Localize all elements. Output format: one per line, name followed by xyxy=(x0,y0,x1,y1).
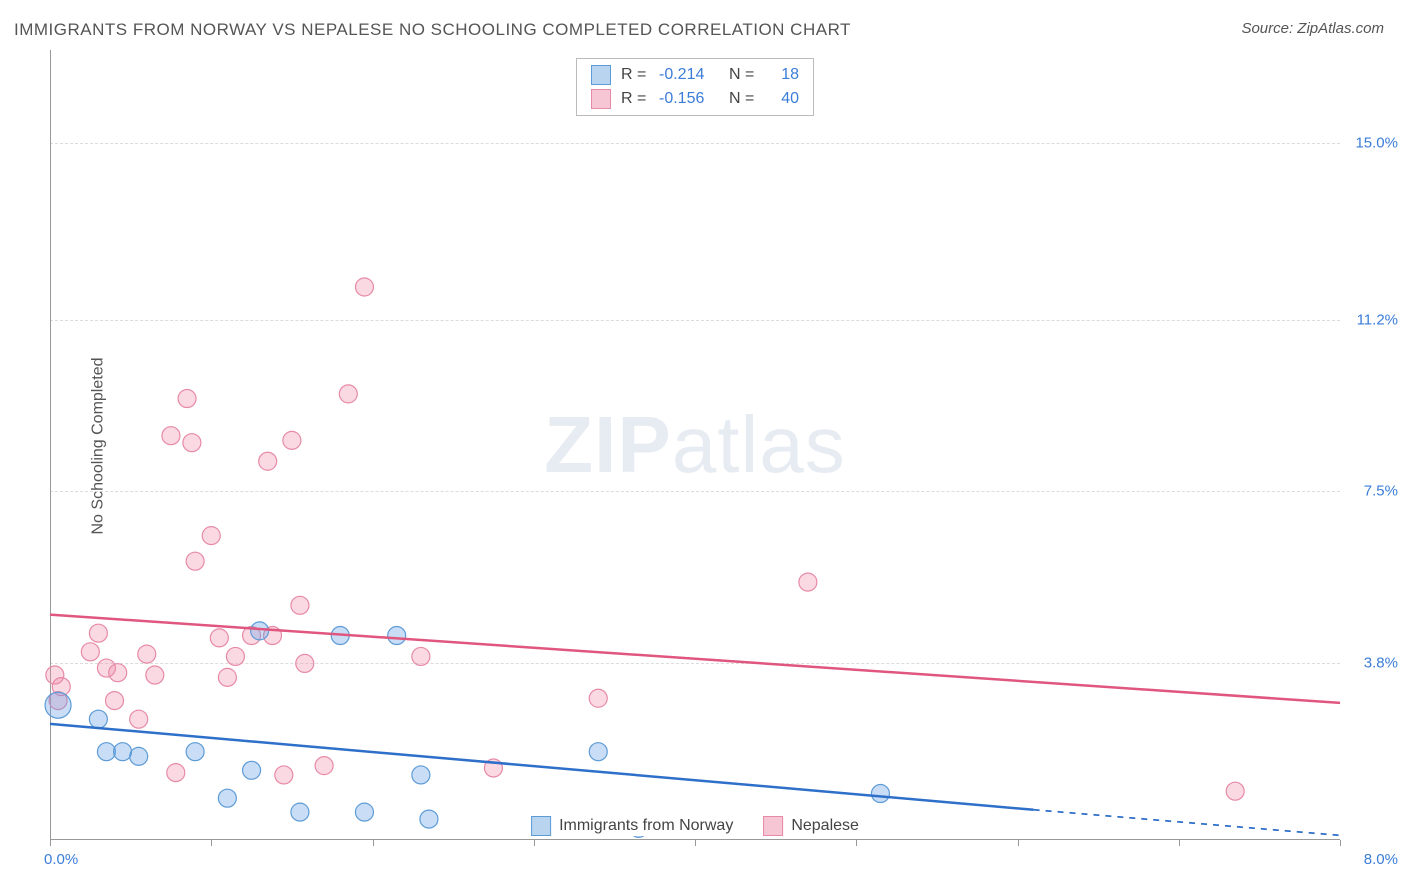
source-credit: Source: ZipAtlas.com xyxy=(1241,20,1384,37)
x-tick-mark xyxy=(1018,840,1019,846)
data-point xyxy=(412,766,430,784)
data-point xyxy=(355,803,373,821)
x-tick-mark xyxy=(534,840,535,846)
x-tick-mark xyxy=(1179,840,1180,846)
data-point xyxy=(339,385,357,403)
legend-label-nepal: Nepalese xyxy=(791,817,859,835)
x-tick-mark xyxy=(50,840,51,846)
data-point xyxy=(130,710,148,728)
x-tick-mark xyxy=(211,840,212,846)
data-point xyxy=(589,689,607,707)
legend-item-norway: Immigrants from Norway xyxy=(531,816,733,836)
data-point xyxy=(89,624,107,642)
y-tick-label: 11.2% xyxy=(1357,311,1398,328)
data-point xyxy=(138,645,156,663)
r-label: R = xyxy=(621,66,649,84)
data-point xyxy=(162,427,180,445)
trend-line-extrapolated xyxy=(1034,810,1340,836)
data-point xyxy=(178,390,196,408)
data-point xyxy=(871,785,889,803)
y-tick-label: 15.0% xyxy=(1355,134,1398,151)
x-tick-max: 8.0% xyxy=(1364,851,1398,868)
x-tick-min: 0.0% xyxy=(44,851,78,868)
data-point xyxy=(291,596,309,614)
x-tick-mark xyxy=(373,840,374,846)
y-tick-label: 3.8% xyxy=(1364,655,1398,672)
data-point xyxy=(186,743,204,761)
n-value-nepal: 40 xyxy=(771,90,799,108)
scatter-svg xyxy=(50,50,1340,840)
r-value-nepal: -0.156 xyxy=(659,90,719,108)
data-point xyxy=(218,668,236,686)
data-point xyxy=(275,766,293,784)
trend-line xyxy=(50,724,1034,810)
data-point xyxy=(130,747,148,765)
r-label: R = xyxy=(621,90,649,108)
data-point xyxy=(186,552,204,570)
legend-label-norway: Immigrants from Norway xyxy=(559,817,733,835)
data-point xyxy=(146,666,164,684)
y-tick-label: 7.5% xyxy=(1364,483,1398,500)
legend-row-nepal: R = -0.156 N = 40 xyxy=(577,87,813,111)
n-value-norway: 18 xyxy=(771,66,799,84)
data-point xyxy=(388,627,406,645)
data-point xyxy=(412,647,430,665)
data-point xyxy=(167,764,185,782)
series-legend: Immigrants from Norway Nepalese xyxy=(521,816,869,836)
swatch-nepal xyxy=(591,89,611,109)
data-point xyxy=(355,278,373,296)
data-point xyxy=(243,761,261,779)
data-point xyxy=(210,629,228,647)
x-tick-mark xyxy=(695,840,696,846)
data-point xyxy=(89,710,107,728)
data-point xyxy=(226,647,244,665)
data-point xyxy=(106,692,124,710)
swatch-norway xyxy=(591,65,611,85)
data-point xyxy=(251,622,269,640)
data-point xyxy=(283,431,301,449)
legend-row-norway: R = -0.214 N = 18 xyxy=(577,63,813,87)
plot-area: ZIPatlas R = -0.214 N = 18 R = -0.156 N … xyxy=(50,50,1340,840)
data-point xyxy=(296,654,314,672)
n-label: N = xyxy=(729,90,761,108)
data-point xyxy=(589,743,607,761)
legend-item-nepal: Nepalese xyxy=(763,816,859,836)
data-point xyxy=(183,434,201,452)
swatch-nepal-icon xyxy=(763,816,783,836)
data-point xyxy=(291,803,309,821)
data-point xyxy=(315,757,333,775)
data-point xyxy=(114,743,132,761)
data-point xyxy=(259,452,277,470)
data-point xyxy=(420,810,438,828)
data-point xyxy=(81,643,99,661)
r-value-norway: -0.214 xyxy=(659,66,719,84)
chart-title: IMMIGRANTS FROM NORWAY VS NEPALESE NO SC… xyxy=(14,20,851,40)
data-point xyxy=(45,692,71,718)
x-tick-mark xyxy=(856,840,857,846)
x-tick-mark xyxy=(1340,840,1341,846)
data-point xyxy=(109,664,127,682)
n-label: N = xyxy=(729,66,761,84)
data-point xyxy=(218,789,236,807)
swatch-norway-icon xyxy=(531,816,551,836)
correlation-legend: R = -0.214 N = 18 R = -0.156 N = 40 xyxy=(576,58,814,116)
data-point xyxy=(799,573,817,591)
data-point xyxy=(1226,782,1244,800)
data-point xyxy=(202,527,220,545)
data-point xyxy=(97,743,115,761)
